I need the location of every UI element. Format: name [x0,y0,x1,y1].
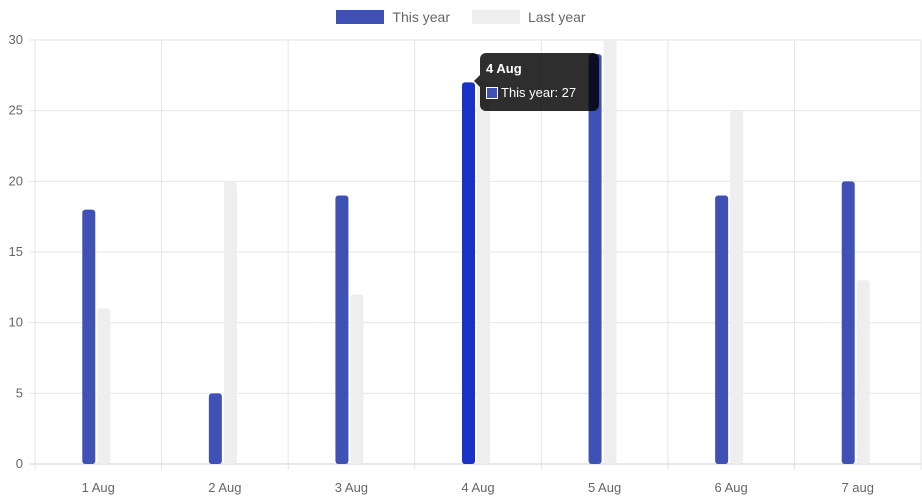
y-tick-label: 30 [9,32,23,47]
tooltip-label: This year: 27 [501,85,577,100]
x-tick-label: 4 Aug [461,480,494,495]
x-tick-label: 2 Aug [208,480,241,495]
bar-last-year-5 [603,40,617,464]
y-tick-label: 0 [16,456,23,471]
x-tick-label: 1 Aug [82,480,115,495]
y-tick-label: 25 [9,103,23,118]
bar-last-year-4 [477,82,490,465]
bar-last-year-2 [223,181,237,465]
tooltip-swatch [486,86,498,99]
bar-this-year-1 [82,209,96,464]
bar-this-year-5 [588,54,602,465]
x-tick-label: 7 aug [841,480,874,495]
bar-last-year-7 [856,280,870,464]
bar-last-year-6 [730,110,744,465]
y-tick-label: 20 [9,173,23,188]
legend-item-this-year[interactable]: This year [336,9,450,25]
x-tick-label: 3 Aug [335,480,368,495]
bar-last-year-1 [97,308,111,464]
bar-this-year-3 [335,195,349,464]
legend-label-last-year: Last year [527,9,586,25]
y-tick-label: 10 [9,315,23,330]
legend-swatch-this-year [336,10,385,24]
x-tick-label: 5 Aug [588,480,621,495]
bar-this-year-6 [715,195,729,464]
legend-label-this-year: This year [392,9,450,25]
legend-item-last-year[interactable]: Last year [471,9,586,25]
tooltip-title: 4 Aug [486,61,522,76]
bar-last-year-3 [350,294,364,464]
bar-this-year-7 [841,181,855,465]
legend: This year Last year [0,9,922,25]
bar-this-year-4 [462,82,475,465]
y-tick-label: 5 [16,385,23,400]
legend-swatch-last-year [471,10,520,24]
chart-tooltip: 4 Aug This year: 27 [474,53,599,111]
x-tick-label: 6 Aug [715,480,748,495]
y-tick-label: 15 [9,244,23,259]
bar-this-year-2 [208,393,222,464]
